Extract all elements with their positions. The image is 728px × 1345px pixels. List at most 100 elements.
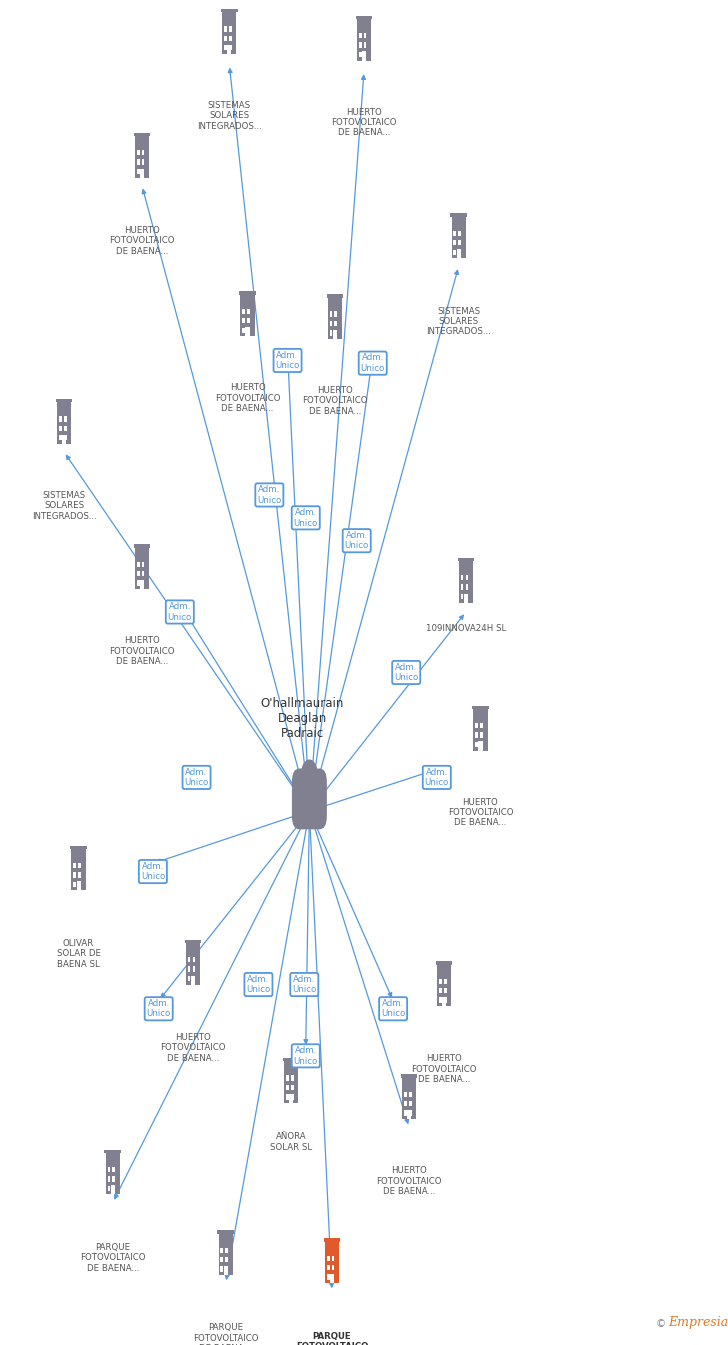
FancyBboxPatch shape	[59, 417, 62, 421]
FancyBboxPatch shape	[188, 958, 191, 962]
FancyBboxPatch shape	[137, 151, 140, 155]
FancyBboxPatch shape	[74, 863, 76, 868]
FancyBboxPatch shape	[221, 9, 237, 12]
FancyBboxPatch shape	[106, 1153, 120, 1194]
FancyBboxPatch shape	[57, 402, 71, 444]
FancyBboxPatch shape	[324, 1239, 340, 1241]
Text: Adm.
Unico: Adm. Unico	[292, 975, 317, 994]
FancyBboxPatch shape	[327, 1266, 330, 1270]
FancyBboxPatch shape	[331, 1266, 334, 1270]
FancyBboxPatch shape	[137, 562, 140, 566]
FancyBboxPatch shape	[402, 1077, 416, 1119]
FancyBboxPatch shape	[363, 34, 366, 38]
Text: HUERTO
FOTOVOLTAICO
DE BAENA...: HUERTO FOTOVOLTAICO DE BAENA...	[331, 108, 397, 137]
Text: Adm.
Unico: Adm. Unico	[293, 508, 318, 527]
FancyBboxPatch shape	[135, 547, 149, 589]
FancyBboxPatch shape	[330, 312, 333, 316]
FancyBboxPatch shape	[141, 160, 144, 164]
FancyBboxPatch shape	[439, 998, 442, 1002]
FancyBboxPatch shape	[108, 1177, 111, 1181]
FancyBboxPatch shape	[480, 724, 483, 728]
FancyBboxPatch shape	[218, 1233, 233, 1275]
FancyBboxPatch shape	[141, 169, 144, 174]
FancyBboxPatch shape	[442, 997, 446, 1006]
Text: O'hallmaurain
Deaglan
Padraic: O'hallmaurain Deaglan Padraic	[261, 697, 344, 740]
Text: Adm.
Unico: Adm. Unico	[141, 862, 165, 881]
FancyBboxPatch shape	[480, 742, 483, 746]
FancyBboxPatch shape	[359, 34, 362, 38]
Text: Adm.
Unico: Adm. Unico	[360, 354, 385, 373]
FancyBboxPatch shape	[404, 1111, 407, 1115]
FancyBboxPatch shape	[475, 733, 478, 737]
FancyBboxPatch shape	[140, 168, 144, 178]
Text: HUERTO
FOTOVOLTAICO
DE BAENA...: HUERTO FOTOVOLTAICO DE BAENA...	[411, 1054, 477, 1084]
FancyBboxPatch shape	[111, 1185, 115, 1194]
FancyBboxPatch shape	[188, 967, 191, 971]
FancyBboxPatch shape	[245, 327, 250, 336]
FancyBboxPatch shape	[458, 558, 474, 561]
Text: HUERTO
FOTOVOLTAICO
DE BAENA...: HUERTO FOTOVOLTAICO DE BAENA...	[448, 798, 513, 827]
FancyBboxPatch shape	[112, 1186, 115, 1190]
Text: ©: ©	[655, 1319, 665, 1329]
FancyBboxPatch shape	[227, 44, 232, 54]
FancyBboxPatch shape	[141, 581, 144, 585]
FancyBboxPatch shape	[224, 36, 227, 40]
FancyBboxPatch shape	[325, 1241, 339, 1283]
Text: PARQUE
FOTOVOLTAICO
DE BAENA...: PARQUE FOTOVOLTAICO DE BAENA...	[193, 1323, 258, 1345]
Text: Adm.
Unico: Adm. Unico	[167, 603, 192, 621]
Text: AÑORA
SOLAR SL: AÑORA SOLAR SL	[270, 1132, 312, 1151]
FancyBboxPatch shape	[191, 975, 195, 985]
FancyBboxPatch shape	[290, 1085, 293, 1089]
FancyBboxPatch shape	[439, 989, 442, 993]
FancyBboxPatch shape	[222, 12, 237, 54]
FancyBboxPatch shape	[229, 27, 232, 31]
FancyBboxPatch shape	[443, 989, 446, 993]
Text: HUERTO
FOTOVOLTAICO
DE BAENA...: HUERTO FOTOVOLTAICO DE BAENA...	[215, 383, 280, 413]
FancyBboxPatch shape	[451, 217, 466, 258]
FancyBboxPatch shape	[334, 331, 337, 335]
FancyBboxPatch shape	[283, 1059, 299, 1061]
FancyBboxPatch shape	[454, 241, 456, 245]
FancyBboxPatch shape	[451, 214, 467, 217]
FancyBboxPatch shape	[137, 160, 140, 164]
FancyBboxPatch shape	[76, 881, 81, 890]
FancyBboxPatch shape	[59, 426, 62, 430]
Text: PARQUE
FOTOVOLTAICO
DE BAENA...: PARQUE FOTOVOLTAICO DE BAENA...	[80, 1243, 146, 1272]
FancyBboxPatch shape	[330, 331, 333, 335]
FancyBboxPatch shape	[286, 1076, 289, 1080]
FancyBboxPatch shape	[286, 1085, 289, 1089]
Text: Adm.
Unico: Adm. Unico	[344, 531, 369, 550]
FancyBboxPatch shape	[327, 295, 343, 297]
FancyBboxPatch shape	[454, 250, 456, 254]
Text: Adm.
Unico: Adm. Unico	[381, 999, 405, 1018]
FancyBboxPatch shape	[333, 330, 337, 339]
FancyBboxPatch shape	[229, 36, 232, 40]
FancyBboxPatch shape	[71, 846, 87, 849]
FancyBboxPatch shape	[225, 1248, 228, 1252]
FancyBboxPatch shape	[74, 882, 76, 886]
FancyBboxPatch shape	[221, 1258, 223, 1262]
FancyBboxPatch shape	[408, 1111, 411, 1115]
FancyBboxPatch shape	[78, 873, 81, 877]
FancyBboxPatch shape	[439, 979, 442, 983]
FancyBboxPatch shape	[240, 295, 255, 336]
FancyBboxPatch shape	[404, 1092, 407, 1096]
FancyBboxPatch shape	[192, 958, 195, 962]
FancyBboxPatch shape	[62, 434, 66, 444]
FancyBboxPatch shape	[186, 943, 200, 985]
FancyBboxPatch shape	[458, 231, 461, 235]
FancyBboxPatch shape	[185, 940, 201, 943]
FancyBboxPatch shape	[224, 27, 227, 31]
FancyBboxPatch shape	[289, 1093, 293, 1103]
FancyBboxPatch shape	[290, 1076, 293, 1080]
FancyBboxPatch shape	[137, 572, 140, 576]
FancyBboxPatch shape	[225, 1258, 228, 1262]
Text: Adm.
Unico: Adm. Unico	[293, 1046, 318, 1065]
FancyBboxPatch shape	[74, 873, 76, 877]
FancyBboxPatch shape	[63, 436, 66, 440]
FancyBboxPatch shape	[247, 309, 250, 313]
Text: Adm.
Unico: Adm. Unico	[275, 351, 300, 370]
FancyBboxPatch shape	[363, 43, 366, 47]
Text: OLIVAR
SOLAR DE
BAENA SL: OLIVAR SOLAR DE BAENA SL	[57, 939, 100, 968]
FancyBboxPatch shape	[443, 998, 446, 1002]
